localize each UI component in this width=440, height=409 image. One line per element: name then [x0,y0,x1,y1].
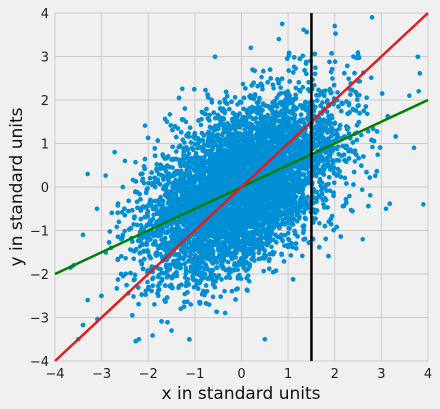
scatter-point [145,279,150,285]
scatter-point [227,275,233,281]
scatter-point [271,85,276,91]
scatter-point [131,294,136,299]
scatter-point [173,149,179,154]
scatter-point [114,224,120,230]
scatter-point [219,277,224,282]
scatter-point [143,292,148,298]
scatter-point [312,82,317,88]
scatter-point [364,111,370,117]
scatter-points [68,15,426,344]
scatter-point [120,184,126,190]
scatter-point [134,222,140,228]
scatter-point [167,112,173,117]
scatter-point [359,187,365,193]
scatter-point [335,90,340,95]
scatter-point [246,278,252,284]
scatter-point [240,81,246,87]
scatter-point [288,253,294,258]
scatter-point [150,333,155,338]
scatter-point [188,302,194,307]
scatter-point [317,220,322,226]
scatter-point [358,132,364,138]
scatter-point [170,165,175,170]
scatter-point [179,86,185,92]
scatter-point [260,86,265,92]
scatter-point [116,219,122,225]
scatter-point [222,310,228,316]
scatter-point [210,294,216,300]
scatter-point [368,75,374,81]
scatter-point [127,247,133,252]
scatter-point [142,123,148,128]
scatter-point [122,228,128,234]
scatter-point [103,173,108,178]
